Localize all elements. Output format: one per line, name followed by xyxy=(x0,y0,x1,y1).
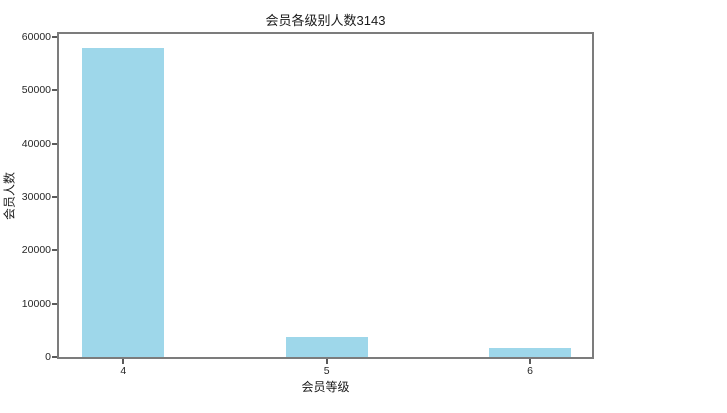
x-tick-mark xyxy=(122,359,125,364)
y-tick-label: 40000 xyxy=(21,137,51,150)
y-tick-mark xyxy=(52,356,57,358)
y-tick-label: 20000 xyxy=(21,244,51,257)
y-tick-mark xyxy=(52,142,57,145)
y-tick-label: 10000 xyxy=(21,297,51,310)
x-tick-label: 4 xyxy=(120,365,127,377)
chart-title: 会员各级别人数3143 xyxy=(265,13,386,28)
x-tick-mark xyxy=(529,359,531,364)
x-tick-label: 6 xyxy=(527,365,533,377)
y-tick-mark xyxy=(52,302,57,305)
y-tick-label: 60000 xyxy=(21,30,51,43)
y-tick-label: 30000 xyxy=(21,190,51,203)
y-tick-mark xyxy=(52,249,57,252)
x-tick-label: 5 xyxy=(323,365,330,377)
x-axis-label: 会员等级 xyxy=(301,380,350,394)
bar-level-5 xyxy=(285,337,368,357)
y-tick-mark xyxy=(52,89,57,92)
y-tick-label: 50000 xyxy=(21,84,51,97)
y-tick-mark xyxy=(52,35,57,38)
x-tick-mark xyxy=(325,359,328,364)
bar-level-6 xyxy=(489,348,571,357)
bar-level-4 xyxy=(82,47,165,357)
y-tick-mark xyxy=(52,195,57,198)
y-tick-label: 0 xyxy=(45,351,51,363)
